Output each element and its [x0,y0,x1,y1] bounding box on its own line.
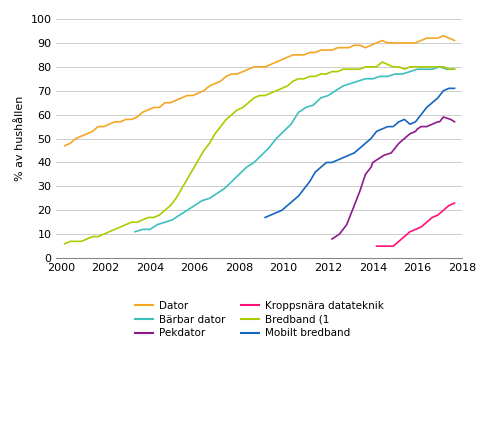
Legend: Dator, Bärbar dator, Pekdator, Kroppsnära datateknik, Bredband (1, Mobilt bredba: Dator, Bärbar dator, Pekdator, Kroppsnär… [131,297,388,343]
Y-axis label: % av hushållen: % av hushållen [15,96,25,181]
